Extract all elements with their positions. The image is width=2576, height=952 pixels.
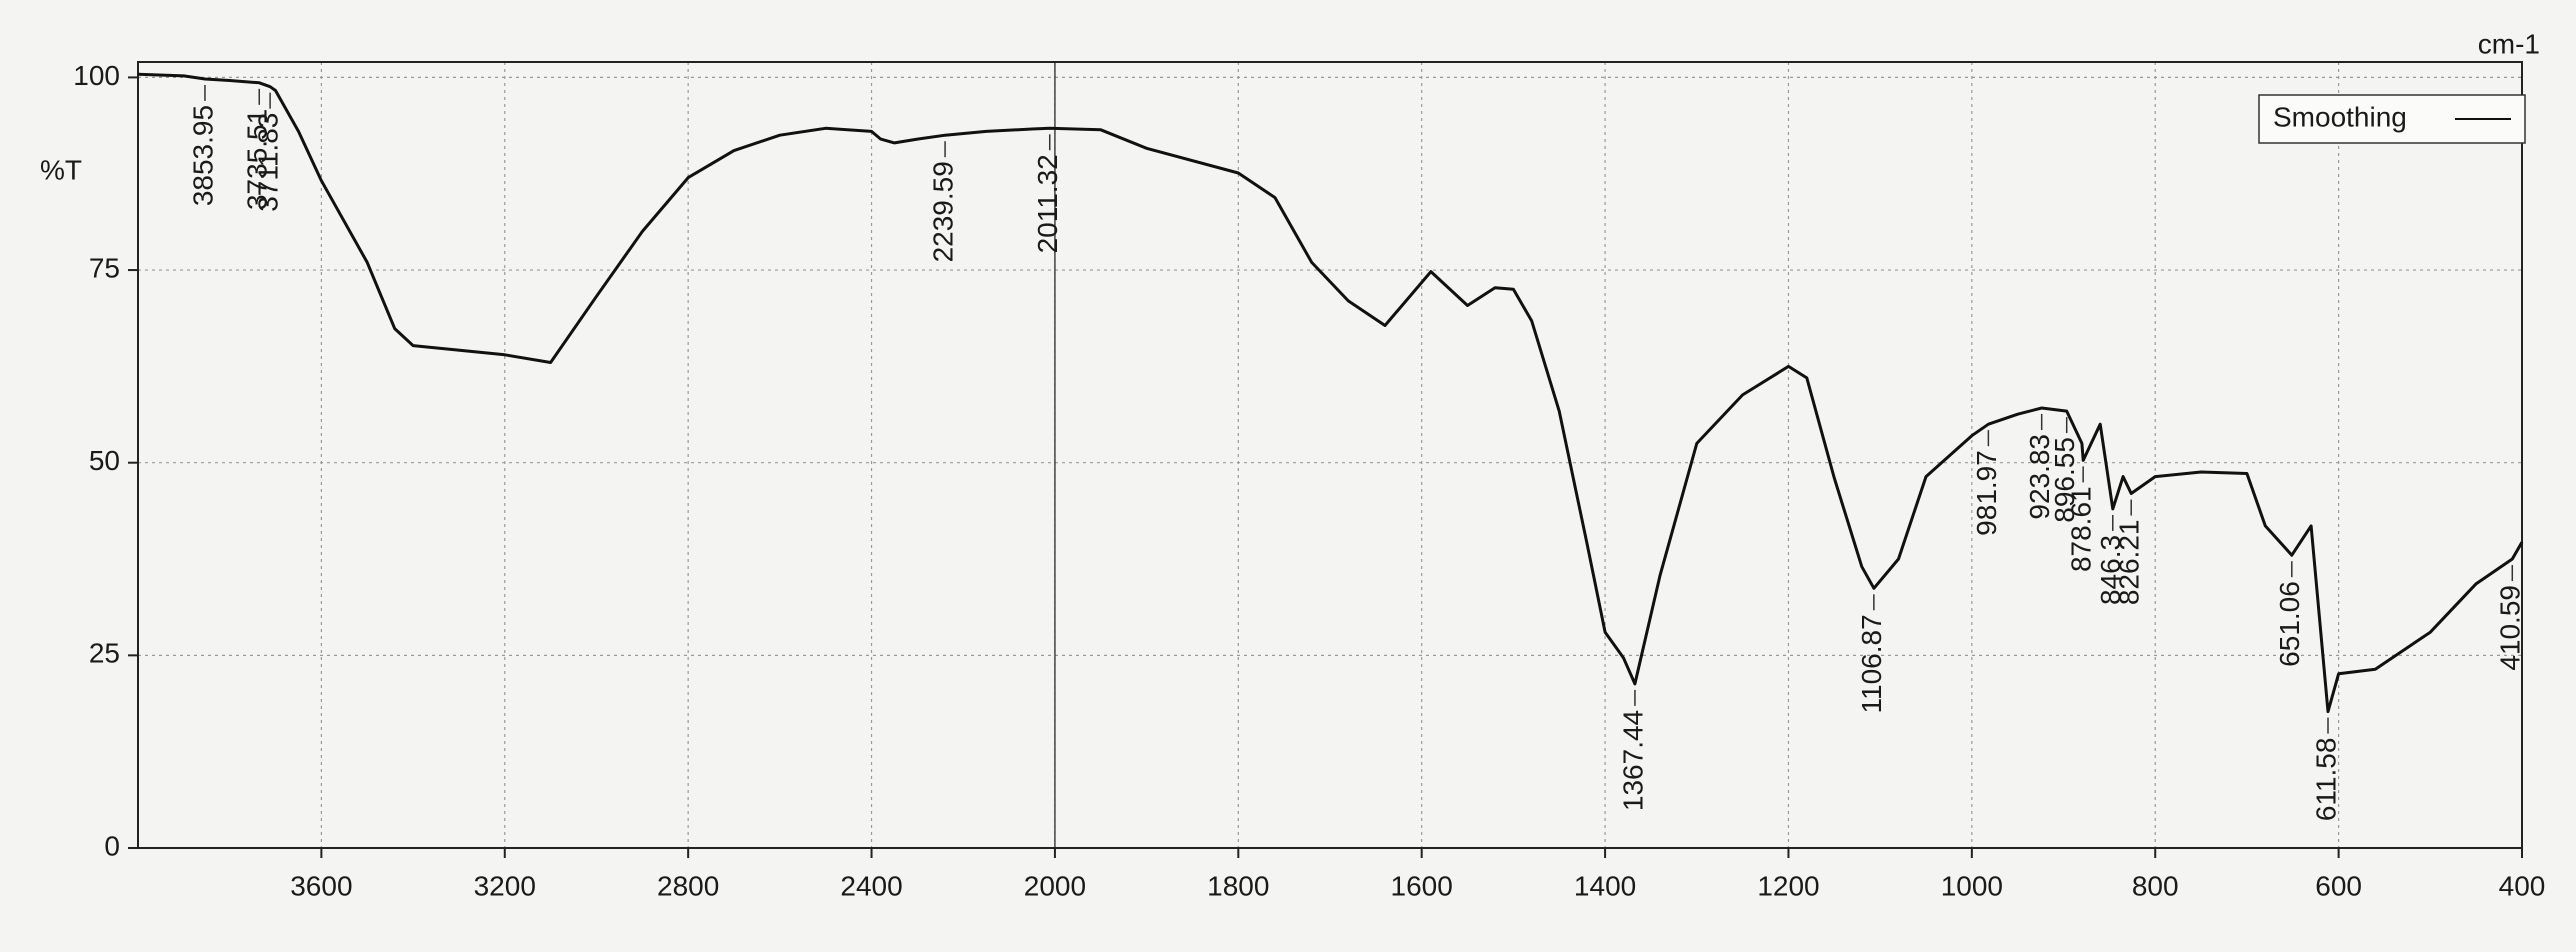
x-tick-label: 2400: [840, 870, 902, 901]
peak-label: 611.58: [2310, 738, 2341, 822]
x-tick-label: 800: [2132, 870, 2179, 901]
peak-label: 3711.83: [253, 113, 284, 212]
peak-label: 981.97: [1971, 450, 2002, 536]
peak-label: 2011.32: [1032, 154, 1063, 253]
spectrum-line: [137, 72, 2524, 714]
peak-label: 3735.51: [242, 109, 273, 210]
peak-label: 1106.87: [1856, 614, 1887, 713]
peak-label: 410.59: [2495, 585, 2526, 671]
peak-label: 846.3: [2095, 535, 2126, 605]
peak-label: 651.06: [2274, 581, 2305, 667]
peak-label: 3853.95: [187, 105, 218, 206]
x-tick-label: 3600: [290, 870, 352, 901]
plot-frame: [137, 61, 2523, 849]
x-tick-label: 600: [2315, 870, 2362, 901]
legend-label: Smoothing: [2273, 101, 2407, 132]
y-tick-label: 0: [104, 830, 120, 861]
y-tick-label: 25: [89, 638, 120, 669]
x-tick-label: 2000: [1024, 870, 1086, 901]
x-tick-label: 400: [2499, 870, 2546, 901]
x-tick-label: 2800: [657, 870, 719, 901]
y-axis-label: %T: [40, 154, 82, 185]
y-tick-label: 100: [73, 60, 120, 91]
peak-label: 878.61: [2066, 486, 2097, 572]
peak-label: 923.83: [2024, 434, 2055, 520]
peak-label: 896.55: [2049, 437, 2080, 523]
y-tick-label: 50: [89, 445, 120, 476]
y-tick-label: 75: [89, 252, 120, 283]
peak-label: 826.21: [2114, 520, 2145, 606]
x-axis-label: cm-1: [2478, 28, 2540, 59]
x-tick-label: 1800: [1207, 870, 1269, 901]
x-tick-label: 1200: [1757, 870, 1819, 901]
peak-label: 2239.59: [927, 161, 958, 262]
x-tick-label: 1000: [1941, 870, 2003, 901]
x-tick-label: 1600: [1391, 870, 1453, 901]
peak-label: 1367.44: [1617, 710, 1648, 811]
x-tick-label: 3200: [474, 870, 536, 901]
x-tick-label: 1400: [1574, 870, 1636, 901]
